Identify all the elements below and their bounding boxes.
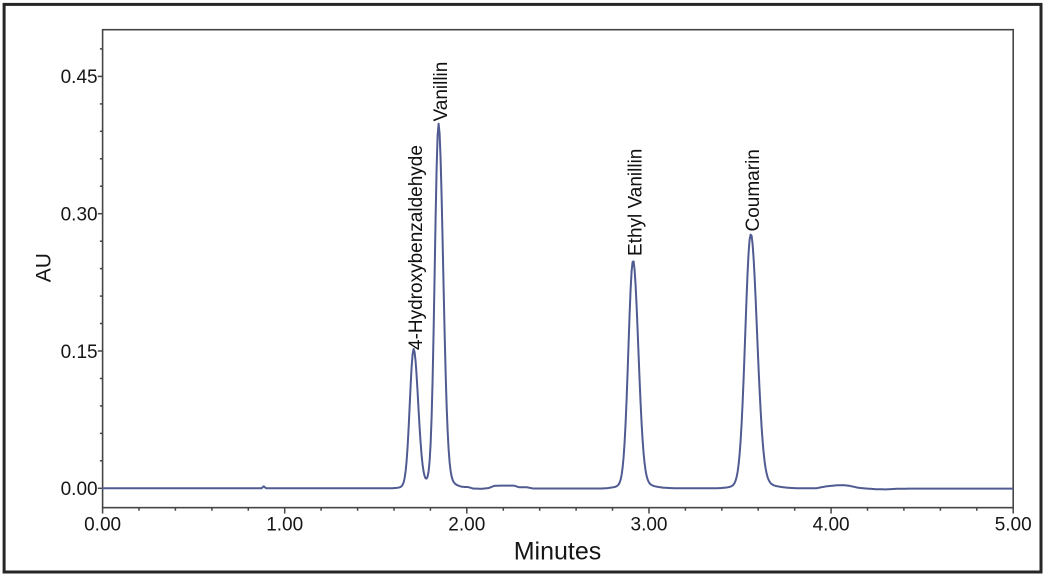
- svg-text:5.00: 5.00: [995, 515, 1032, 536]
- svg-text:AU: AU: [33, 253, 56, 282]
- svg-text:0.15: 0.15: [61, 342, 98, 363]
- svg-text:Ethyl Vanillin: Ethyl Vanillin: [625, 149, 646, 256]
- svg-text:3.00: 3.00: [631, 515, 668, 536]
- svg-text:1.00: 1.00: [266, 515, 303, 536]
- svg-text:Vanillin: Vanillin: [431, 62, 452, 122]
- svg-text:0.30: 0.30: [61, 205, 98, 226]
- svg-text:0.45: 0.45: [61, 67, 98, 88]
- svg-text:0.00: 0.00: [84, 515, 121, 536]
- svg-text:4.00: 4.00: [813, 515, 850, 536]
- svg-text:0.00: 0.00: [61, 479, 98, 500]
- svg-text:Minutes: Minutes: [514, 538, 602, 566]
- svg-text:2.00: 2.00: [448, 515, 485, 536]
- svg-text:4-Hydroxybenzaldehyde: 4-Hydroxybenzaldehyde: [406, 145, 427, 350]
- svg-text:Coumarin: Coumarin: [743, 149, 764, 231]
